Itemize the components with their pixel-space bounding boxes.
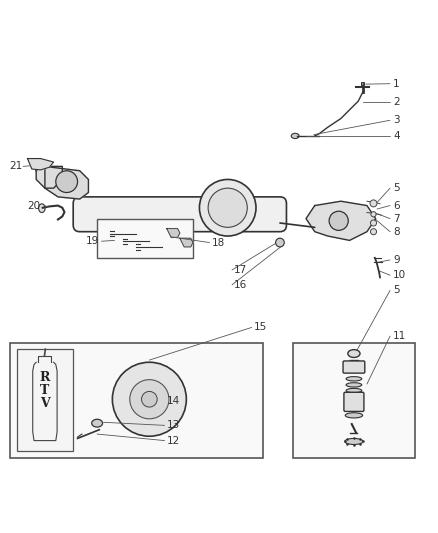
Text: 7: 7	[393, 214, 400, 224]
Circle shape	[130, 379, 169, 419]
Text: 5: 5	[393, 183, 400, 193]
Text: 19: 19	[85, 236, 99, 246]
Circle shape	[371, 229, 377, 235]
FancyBboxPatch shape	[73, 197, 286, 232]
Text: 14: 14	[167, 395, 180, 406]
Text: 21: 21	[9, 161, 22, 172]
Ellipse shape	[199, 180, 256, 236]
Circle shape	[370, 200, 377, 207]
Text: V: V	[40, 397, 50, 410]
Bar	[361, 82, 364, 85]
Circle shape	[113, 362, 186, 436]
Ellipse shape	[92, 419, 102, 427]
Text: T: T	[40, 384, 49, 397]
Polygon shape	[28, 158, 53, 170]
Ellipse shape	[346, 383, 362, 387]
FancyBboxPatch shape	[344, 392, 364, 411]
Text: 2: 2	[393, 97, 400, 107]
Circle shape	[276, 238, 284, 247]
Text: 13: 13	[167, 421, 180, 430]
Text: R: R	[40, 371, 50, 384]
Text: 16: 16	[234, 280, 247, 290]
Polygon shape	[167, 229, 180, 237]
Polygon shape	[306, 201, 376, 240]
Text: 11: 11	[393, 331, 406, 341]
Text: 12: 12	[167, 435, 180, 446]
Polygon shape	[36, 166, 62, 188]
Text: 18: 18	[212, 238, 225, 247]
Text: 3: 3	[393, 115, 400, 125]
Text: 6: 6	[393, 200, 400, 211]
Text: 8: 8	[393, 227, 400, 237]
Ellipse shape	[345, 413, 363, 418]
Ellipse shape	[208, 188, 247, 228]
Bar	[10, 343, 262, 458]
Circle shape	[141, 391, 157, 407]
Text: 10: 10	[393, 270, 406, 280]
Text: 1: 1	[393, 79, 400, 88]
Text: 17: 17	[234, 265, 247, 275]
Ellipse shape	[39, 204, 45, 213]
Bar	[17, 349, 73, 451]
FancyBboxPatch shape	[343, 361, 365, 373]
Ellipse shape	[348, 350, 360, 358]
Polygon shape	[180, 238, 193, 247]
Circle shape	[56, 171, 78, 192]
Bar	[293, 343, 415, 458]
Ellipse shape	[345, 439, 363, 445]
Ellipse shape	[346, 389, 362, 393]
Text: 20: 20	[28, 200, 41, 211]
Polygon shape	[45, 166, 88, 199]
Ellipse shape	[291, 133, 299, 139]
Circle shape	[371, 212, 376, 217]
Ellipse shape	[346, 377, 362, 381]
Circle shape	[329, 211, 348, 230]
Text: 9: 9	[393, 255, 400, 265]
Text: 15: 15	[254, 322, 267, 333]
Text: 4: 4	[393, 131, 400, 141]
Circle shape	[371, 220, 377, 226]
Bar	[97, 219, 193, 258]
Text: 5: 5	[393, 286, 400, 295]
